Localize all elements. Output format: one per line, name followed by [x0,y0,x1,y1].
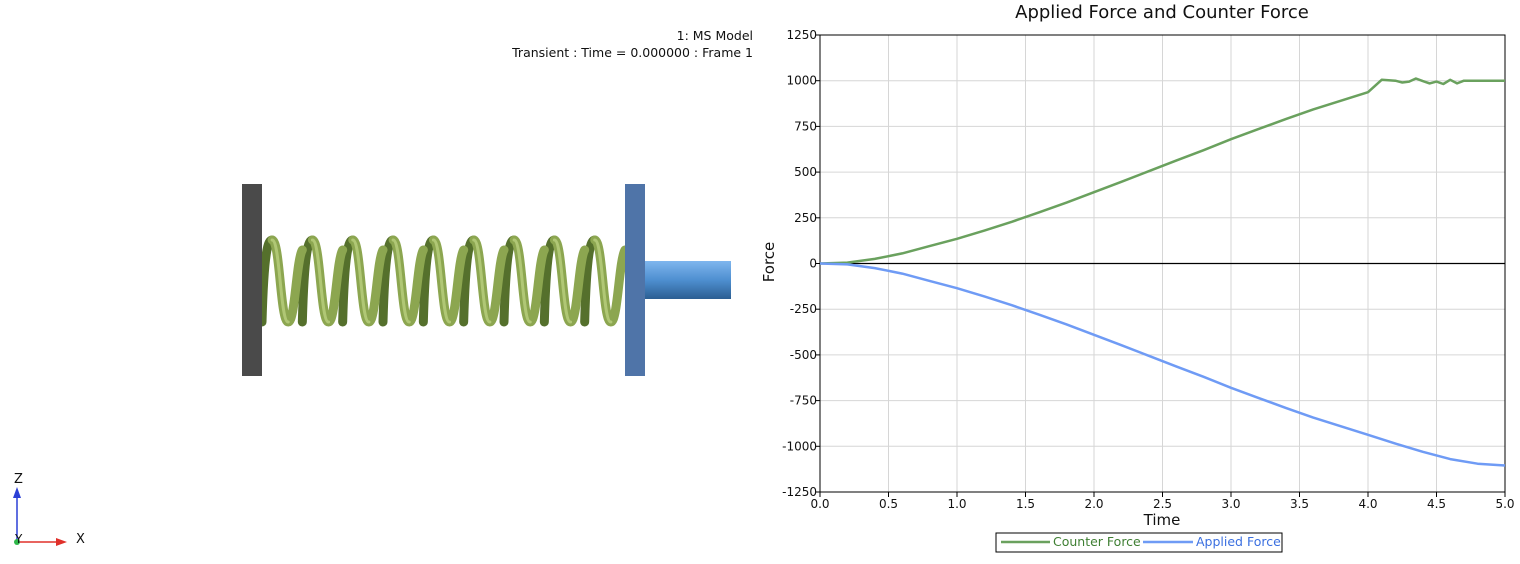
spring-coil-highlight [391,238,411,324]
x-tick-label: 2.5 [1153,497,1172,511]
y-tick-labels: 1250 1000 750 500 250 0 -250 -500 -750 -1000 -1250 [782,28,817,499]
spring-coil-highlight [351,238,371,324]
series-counter-force-line [819,77,1505,265]
spring-front-coils [267,235,630,327]
axis-triad: Z Y X [13,472,85,547]
x-axis-label: X [76,532,85,547]
x-axis-title: Time [1143,511,1181,529]
chart-grid [815,34,1506,497]
y-tick-label: -500 [790,348,817,362]
y-tick-label: 250 [794,211,817,225]
spring-coil-highlight [431,238,452,324]
y-tick-label: 750 [794,119,817,133]
y-axis-label: Y [14,532,23,546]
z-axis-label: Z [14,472,23,487]
force-chart: Applied Force and Counter Force 0.0 0.5 1.… [760,2,1515,553]
legend-label-counter-force: Counter Force [1053,534,1141,549]
plot-window[interactable]: Applied Force and Counter Force 0.0 0.5 1.… [760,0,1520,560]
y-tick-label: -1250 [782,485,817,499]
y-tick-label: -750 [790,394,817,408]
y-tick-label: 0 [809,257,817,271]
spring-coil-highlight [593,238,613,324]
piston-rod [640,261,731,299]
moving-plate [625,184,645,376]
x-tick-label: 3.5 [1290,497,1309,511]
y-tick-label: -1000 [782,439,817,453]
legend-box [995,532,1283,553]
series-applied-force-line [819,262,1506,467]
model-scene [242,184,731,376]
spring-coil-highlight [512,238,532,324]
x-tick-label: 3.0 [1221,497,1240,511]
chart-legend: Counter Force Applied Force [995,532,1283,553]
x-tick-label: 4.5 [1427,497,1446,511]
model-viewport[interactable]: 1: MS Model Transient : Time = 0.000000 … [0,0,760,560]
model-label: 1: MS Model [676,28,753,43]
x-tick-label: 5.0 [1495,497,1514,511]
x-tick-labels: 0.0 0.5 1.0 1.5 2.0 2.5 3.0 3.5 4.0 4.5 5.0 [810,497,1514,511]
spring-coil-back [257,235,277,327]
frame-label: Transient : Time = 0.000000 : Frame 1 [512,45,753,60]
model-info: 1: MS Model Transient : Time = 0.000000 … [512,27,753,61]
spring-coil-highlight [310,238,331,324]
chart-title: Applied Force and Counter Force [1015,2,1309,23]
x-tick-label: 0.0 [810,497,829,511]
spring-coil-highlight [472,238,492,324]
x-tick-label: 0.5 [879,497,898,511]
x-tick-label: 1.0 [947,497,966,511]
x-tick-label: 4.0 [1358,497,1377,511]
y-tick-label: 1250 [786,28,817,42]
x-tick-label: 2.0 [1084,497,1103,511]
y-tick-label: -250 [790,302,817,316]
y-tick-label: 1000 [786,74,817,88]
spring-coil-highlight [552,238,573,324]
series-lines [819,77,1506,467]
y-tick-label: 500 [794,165,817,179]
spring-coil-highlight [270,238,290,324]
x-tick-label: 1.5 [1016,497,1035,511]
legend-label-applied-force: Applied Force [1196,534,1281,549]
y-axis-title: Force [760,242,778,283]
fixed-wall [242,184,262,376]
